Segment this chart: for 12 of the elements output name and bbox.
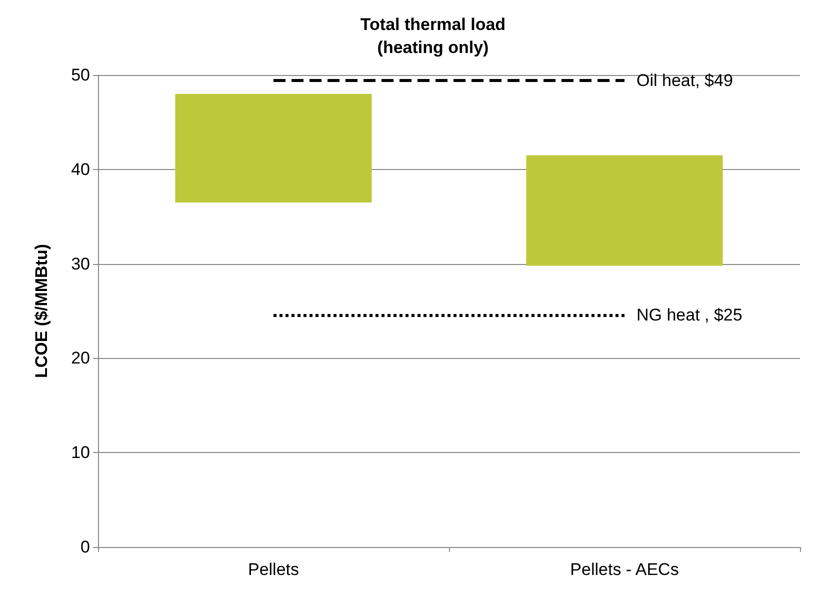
y-tick-label: 30 bbox=[71, 254, 90, 274]
y-tick-label: 40 bbox=[71, 160, 90, 179]
y-axis-title: LCOE ($/MMBtu) bbox=[32, 244, 51, 378]
x-tick-label: Pellets - AECs bbox=[570, 560, 679, 579]
y-tick-label: 0 bbox=[80, 538, 90, 556]
ref-line-label: NG heat , $25 bbox=[636, 305, 742, 324]
ref-line-label: Oil heat, $49 bbox=[636, 71, 733, 90]
y-tick-label: 50 bbox=[71, 66, 90, 84]
chart-title: Total thermal load (heating only) bbox=[360, 15, 506, 57]
y-tick-label: 20 bbox=[71, 348, 90, 368]
x-tick-label: Pellets bbox=[248, 560, 300, 579]
y-tick-label: 10 bbox=[71, 443, 90, 462]
